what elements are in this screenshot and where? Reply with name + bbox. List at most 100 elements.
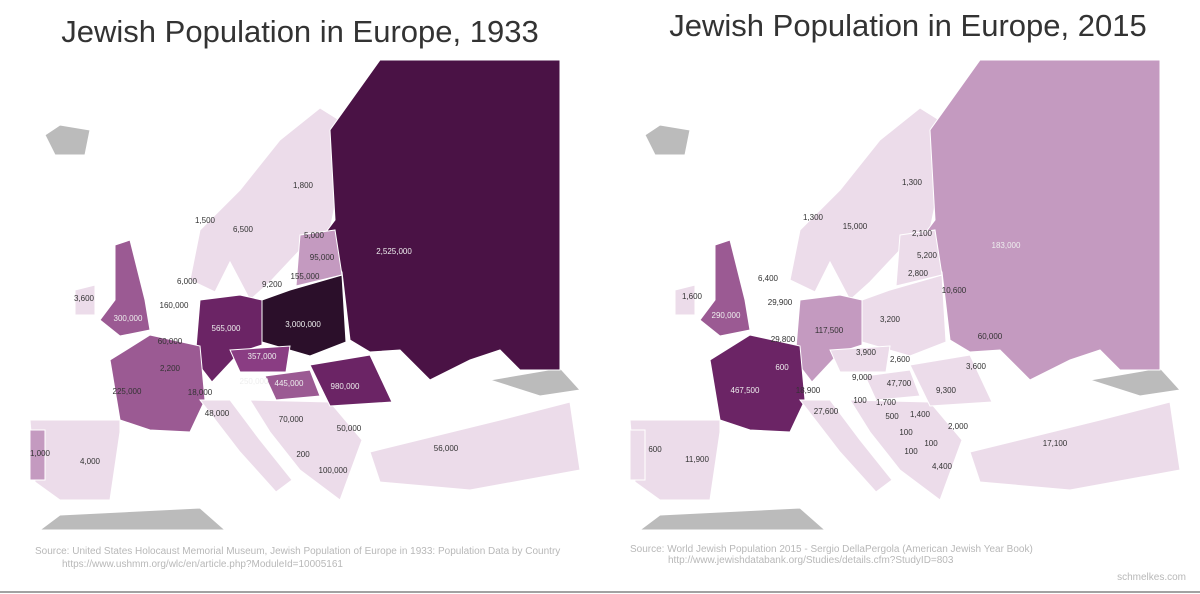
country bbox=[198, 399, 293, 493]
population-label: 17,100 bbox=[1043, 439, 1068, 448]
population-label: 18,900 bbox=[796, 386, 821, 395]
map-title: Jewish Population in Europe, 1933 bbox=[61, 14, 538, 49]
country bbox=[709, 334, 806, 433]
population-label: 1,300 bbox=[803, 213, 824, 222]
population-label: 4,400 bbox=[932, 462, 953, 471]
population-label: 29,900 bbox=[768, 298, 793, 307]
population-label: 1,700 bbox=[876, 398, 897, 407]
country bbox=[909, 354, 993, 407]
population-label: 100 bbox=[904, 447, 918, 456]
population-label: 48,000 bbox=[205, 409, 230, 418]
population-label: 600 bbox=[775, 363, 789, 372]
country bbox=[29, 419, 121, 501]
population-label: 70,000 bbox=[279, 415, 304, 424]
population-label: 600 bbox=[648, 445, 662, 454]
country bbox=[229, 345, 291, 373]
population-label: 3,600 bbox=[966, 362, 987, 371]
population-label: 9,300 bbox=[936, 386, 957, 395]
country bbox=[309, 354, 393, 407]
population-label: 2,525,000 bbox=[376, 247, 412, 256]
population-label: 6,500 bbox=[233, 225, 254, 234]
country bbox=[638, 507, 827, 531]
population-label: 100 bbox=[853, 396, 867, 405]
population-label: 9,000 bbox=[852, 373, 873, 382]
population-label: 29,800 bbox=[771, 335, 796, 344]
population-label: 200 bbox=[296, 450, 310, 459]
source-url: https://www.ushmm.org/wlc/en/article.php… bbox=[62, 559, 343, 570]
country bbox=[644, 124, 691, 156]
population-label: 60,000 bbox=[158, 337, 183, 346]
labels: 1,800 1,500 6,500 5,000 95,000 2,525,000 155,0… bbox=[30, 178, 1068, 475]
country bbox=[369, 401, 581, 491]
population-label: 11,900 bbox=[685, 455, 709, 464]
population-label: 56,000 bbox=[434, 444, 459, 453]
map-shapes bbox=[29, 59, 1181, 531]
population-label: 3,200 bbox=[880, 315, 901, 324]
country bbox=[109, 334, 206, 433]
country bbox=[674, 284, 696, 316]
country bbox=[861, 274, 947, 357]
population-label: 300,000 bbox=[114, 314, 143, 323]
credit: schmelkes.com bbox=[1117, 572, 1186, 583]
country bbox=[919, 59, 1161, 381]
population-label: 2,100 bbox=[912, 229, 933, 238]
country bbox=[629, 419, 721, 501]
population-label: 100 bbox=[924, 439, 938, 448]
population-label: 6,000 bbox=[177, 277, 198, 286]
population-label: 2,600 bbox=[890, 355, 911, 364]
country bbox=[44, 124, 91, 156]
source: Source: World Jewish Population 2015 - S… bbox=[630, 544, 1033, 555]
country bbox=[319, 59, 561, 381]
population-label: 60,000 bbox=[978, 332, 1003, 341]
country bbox=[629, 429, 646, 481]
population-label: 225,000 bbox=[113, 387, 142, 396]
population-label: 1,800 bbox=[293, 181, 314, 190]
country bbox=[864, 369, 921, 401]
population-label: 160,000 bbox=[160, 301, 189, 310]
population-label: 2,200 bbox=[160, 364, 181, 373]
population-label: 1,500 bbox=[195, 216, 216, 225]
population-label: 3,900 bbox=[856, 348, 877, 357]
population-label: 250,000 bbox=[240, 377, 269, 386]
population-label: 5,000 bbox=[304, 231, 325, 240]
population-label: 290,000 bbox=[712, 311, 741, 320]
population-label: 27,600 bbox=[814, 407, 839, 416]
population-label: 1,400 bbox=[910, 410, 931, 419]
source: Source: United States Holocaust Memorial… bbox=[35, 546, 560, 557]
population-label: 10,600 bbox=[942, 286, 967, 295]
population-label: 5,200 bbox=[917, 251, 938, 260]
population-label: 155,000 bbox=[291, 272, 320, 281]
population-label: 183,000 bbox=[992, 241, 1021, 250]
population-label: 980,000 bbox=[331, 382, 360, 391]
population-label: 9,200 bbox=[262, 280, 283, 289]
population-label: 500 bbox=[885, 412, 899, 421]
map-title: Jewish Population in Europe, 2015 bbox=[669, 8, 1146, 43]
population-label: 18,000 bbox=[188, 388, 213, 397]
population-label: 1,600 bbox=[682, 292, 703, 301]
population-label: 565,000 bbox=[212, 324, 241, 333]
country bbox=[489, 367, 581, 397]
country bbox=[1089, 367, 1181, 397]
population-label: 117,500 bbox=[815, 326, 844, 335]
country bbox=[969, 401, 1181, 491]
country bbox=[798, 399, 893, 493]
population-label: 4,000 bbox=[80, 457, 101, 466]
country bbox=[99, 239, 151, 337]
country bbox=[29, 429, 46, 481]
source-url: http://www.jewishdatabank.org/Studies/de… bbox=[668, 555, 954, 566]
country bbox=[264, 369, 321, 401]
population-label: 467,500 bbox=[731, 386, 760, 395]
population-label: 100,000 bbox=[319, 466, 348, 475]
population-label: 357,000 bbox=[248, 352, 277, 361]
population-label: 3,000,000 bbox=[285, 320, 321, 329]
population-label: 15,000 bbox=[843, 222, 868, 231]
country bbox=[38, 507, 227, 531]
population-label: 6,400 bbox=[758, 274, 779, 283]
country bbox=[699, 239, 751, 337]
population-label: 100 bbox=[899, 428, 913, 437]
population-label: 95,000 bbox=[310, 253, 335, 262]
population-label: 50,000 bbox=[337, 424, 362, 433]
population-label: 1,000 bbox=[30, 449, 51, 458]
population-label: 2,800 bbox=[908, 269, 929, 278]
